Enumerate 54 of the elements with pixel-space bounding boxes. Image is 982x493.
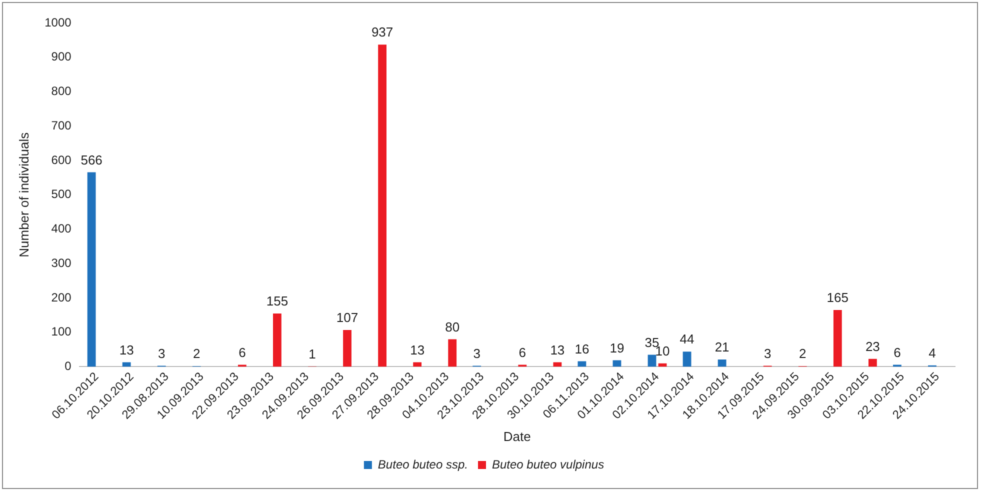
x-axis-title: Date [503,428,531,444]
data-label: 4 [928,345,936,360]
bar [413,362,422,367]
y-tick-label: 300 [51,256,72,270]
y-tick-label: 400 [51,222,72,236]
data-label: 937 [371,24,394,40]
data-label: 3 [158,346,166,361]
data-label: 6 [518,344,526,360]
y-tick-label: 800 [51,84,72,98]
bar [273,313,282,367]
data-label: 1 [308,346,316,362]
bar [648,354,656,367]
data-label: 2 [193,346,200,362]
y-tick-label: 0 [64,359,72,374]
bar [868,358,877,367]
bar [343,330,352,367]
data-label: 107 [336,310,358,326]
data-label: 165 [826,290,849,306]
legend-label: Buteo buteo ssp. [378,457,468,472]
data-label: 13 [550,342,565,358]
data-label: 566 [80,152,102,168]
data-label: 13 [410,342,425,358]
data-label: 16 [574,341,590,356]
bar [833,310,842,367]
bar [378,44,386,367]
data-label: 21 [714,340,730,355]
bar [553,362,562,367]
y-tick-label: 500 [51,187,72,202]
y-axis-title: Number of individuals [16,132,32,258]
y-tick-label: 1000 [44,15,72,30]
data-label: 3 [764,346,772,361]
data-label: 2 [799,346,806,362]
data-label: 6 [894,344,901,360]
bar [578,361,586,367]
data-label: 19 [610,340,624,356]
bar [87,172,96,367]
y-tick-label: 600 [51,152,72,167]
data-label: 155 [266,294,288,309]
bar [612,360,622,367]
bar [718,360,726,367]
y-tick-label: 200 [51,290,72,304]
data-label: 3 [473,346,480,361]
bar [122,362,131,367]
data-label: 13 [119,342,134,358]
y-tick-label: 900 [51,50,72,64]
y-tick-label: 700 [51,118,72,132]
y-tick-label: 100 [51,324,72,339]
data-label: 6 [238,344,246,360]
bar [448,339,457,367]
data-label: 80 [445,319,460,334]
bar [682,352,692,367]
data-label: 23 [865,338,880,354]
data-label: 44 [680,332,694,347]
legend-label: Buteo buteo vulpinus [492,457,604,472]
